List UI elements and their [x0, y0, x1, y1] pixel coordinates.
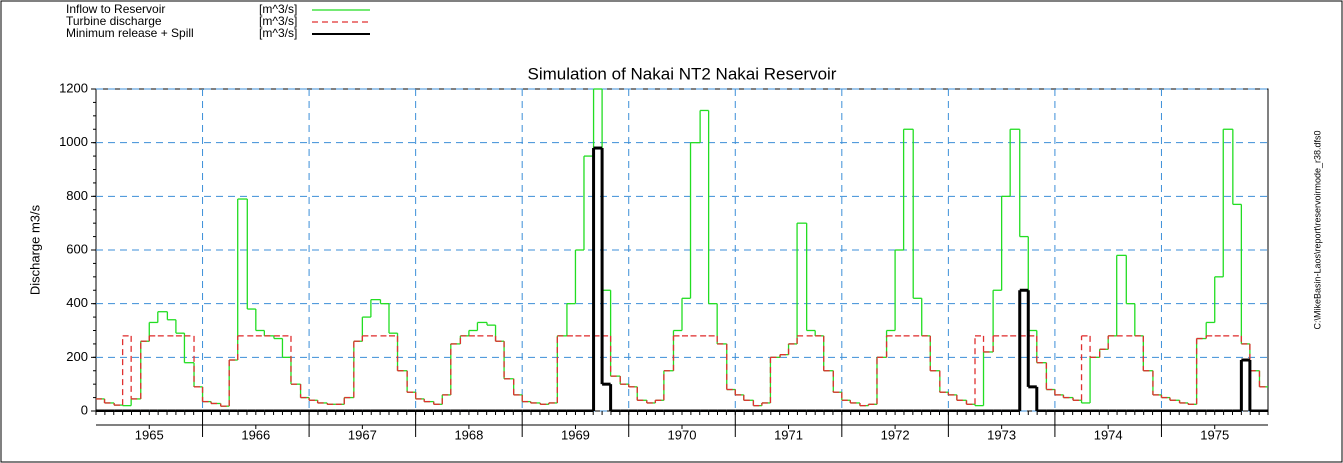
x-tick-label: 1968	[454, 427, 483, 442]
y-tick-label: 800	[66, 188, 88, 203]
legend-label: Turbine discharge	[66, 14, 162, 28]
y-tick-label: 1200	[59, 80, 88, 95]
y-tick-label: 600	[66, 241, 88, 256]
legend-unit: [m^3/s]	[259, 2, 297, 16]
y-axis-label: Discharge m3/s	[27, 204, 42, 295]
step-riser	[103, 89, 1261, 407]
series-layer	[96, 88, 1268, 412]
x-tick-label: 1971	[774, 427, 803, 442]
step-riser	[103, 335, 1261, 407]
x-tick-label: 1967	[348, 427, 377, 442]
x-tick-label: 1975	[1200, 427, 1229, 442]
x-tick-label: 1969	[561, 427, 590, 442]
series	[96, 146, 1268, 412]
step-riser	[592, 148, 1252, 411]
x-tick-label: 1974	[1094, 427, 1123, 442]
series	[96, 88, 1268, 407]
chart-title: Simulation of Nakai NT2 Nakai Reservoir	[528, 64, 837, 83]
x-tick-label: 1972	[881, 427, 910, 442]
y-tick-label: 400	[66, 295, 88, 310]
x-tick-label: 1973	[987, 427, 1016, 442]
x-tick-label: 1966	[241, 427, 270, 442]
legend-unit: [m^3/s]	[259, 14, 297, 28]
legend-label: Inflow to Reservoir	[66, 2, 165, 16]
y-tick-label: 1000	[59, 134, 88, 149]
legend-unit: [m^3/s]	[259, 26, 297, 40]
y-tick-label: 200	[66, 349, 88, 364]
x-tick-label: 1965	[135, 427, 164, 442]
series	[96, 335, 1268, 407]
y-tick-label: 0	[81, 402, 88, 417]
legend-label: Minimum release + Spill	[66, 26, 194, 40]
side-note: C:\MikeBasin-Laos\report\reservoirmode_r…	[1312, 130, 1322, 329]
x-tick-label: 1970	[668, 427, 697, 442]
